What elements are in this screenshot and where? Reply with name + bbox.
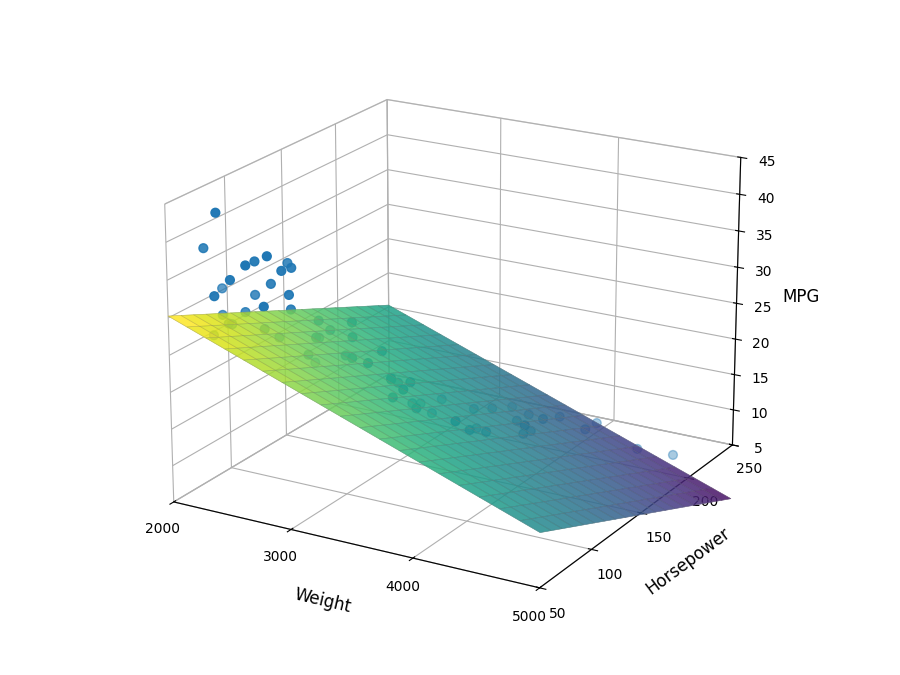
X-axis label: Weight: Weight <box>292 586 353 616</box>
Y-axis label: Horsepower: Horsepower <box>643 524 734 598</box>
